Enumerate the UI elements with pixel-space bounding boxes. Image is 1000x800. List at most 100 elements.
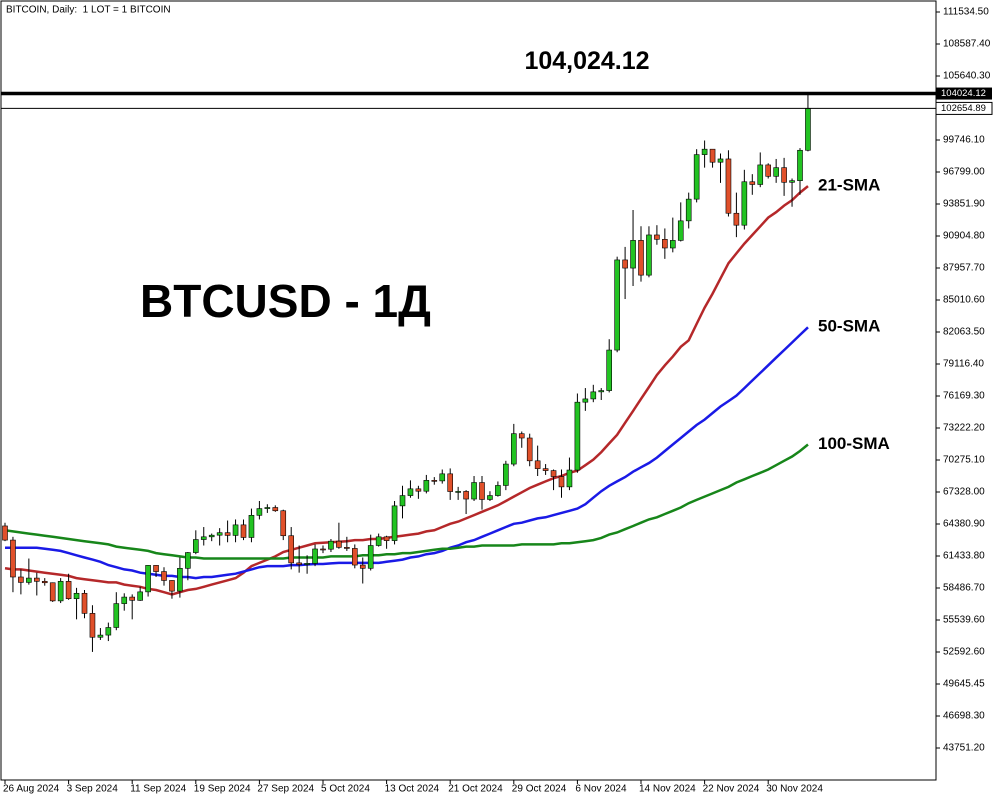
candle-body <box>733 212 740 226</box>
candle-body <box>296 562 302 565</box>
candle-body <box>797 149 803 181</box>
chart-header: BITCOIN, Daily: 1 LOT = 1 BITCOIN <box>6 5 171 16</box>
candle-body <box>367 545 374 569</box>
candle-body <box>399 495 406 507</box>
candle-body <box>121 596 128 604</box>
candle-body <box>471 482 477 500</box>
candle-body <box>622 259 628 269</box>
candle-body <box>169 580 175 592</box>
price-tag <box>936 87 992 100</box>
candle-body <box>208 534 215 538</box>
candle-body <box>33 577 40 582</box>
candle-body <box>344 547 350 549</box>
y-tick-label: 76169.30 <box>943 391 985 402</box>
sma-label: 100-SMA <box>818 434 890 453</box>
candle-body <box>685 198 692 222</box>
candle-body <box>463 491 469 500</box>
candle-body <box>113 603 120 628</box>
candle-body <box>805 108 811 151</box>
candle-body <box>773 167 779 177</box>
candle-body <box>264 507 271 509</box>
candle-body <box>510 433 517 465</box>
candle-body <box>272 507 279 512</box>
x-tick-label: 5 Oct 2024 <box>321 784 370 795</box>
candle-body <box>26 577 32 583</box>
y-tick-label: 108587.40 <box>943 39 991 50</box>
sma-label: 21-SMA <box>818 176 880 195</box>
candle-body <box>789 180 795 183</box>
candle-body <box>526 437 533 462</box>
candle-body <box>558 476 565 488</box>
candle-body <box>550 470 557 477</box>
candle-body <box>495 485 501 496</box>
candle-body <box>503 463 509 486</box>
candle-body <box>574 401 581 471</box>
y-tick-label: 93851.90 <box>943 199 985 210</box>
y-tick-label: 87957.70 <box>943 263 985 274</box>
y-tick-label: 96799.00 <box>943 167 985 178</box>
candle-body <box>145 565 151 593</box>
y-tick-label: 82063.50 <box>943 327 985 338</box>
candle-body <box>423 480 430 492</box>
candle-body <box>447 473 454 492</box>
y-tick-label: 111534.50 <box>943 7 989 18</box>
candle-body <box>534 460 541 469</box>
candle-body <box>407 488 414 496</box>
candle-body <box>137 591 143 601</box>
x-tick-label: 3 Sep 2024 <box>67 784 119 795</box>
candle-body <box>765 164 772 177</box>
x-tick-label: 26 Aug 2024 <box>3 784 60 795</box>
candle-body <box>185 552 191 569</box>
y-tick-label: 67328.00 <box>943 487 985 498</box>
candle-body <box>359 564 366 569</box>
y-tick-label: 46698.30 <box>943 711 985 722</box>
candle-body <box>304 563 310 565</box>
x-tick-label: 14 Nov 2024 <box>639 784 696 795</box>
candle-body <box>606 349 613 391</box>
candle-body <box>391 505 398 541</box>
candle-body <box>89 613 96 638</box>
y-tick-label: 55539.60 <box>943 615 985 626</box>
candle-body <box>57 581 64 602</box>
sma-line <box>4 185 809 596</box>
chart-title: BTCUSD - 1Д <box>140 275 431 327</box>
x-tick-label: 11 Sep 2024 <box>130 784 186 795</box>
candle-body <box>717 158 724 163</box>
candle-body <box>598 390 605 393</box>
candle-body <box>709 148 716 163</box>
candle-body <box>582 398 589 403</box>
x-tick-label: 21 Oct 2024 <box>448 784 503 795</box>
candle-body <box>431 480 438 482</box>
y-tick-label: 43751.20 <box>943 743 985 754</box>
plot-frame <box>0 0 937 781</box>
candle-body <box>256 508 263 516</box>
candle-body <box>280 510 287 537</box>
candle-body <box>781 167 787 183</box>
candle-body <box>248 515 255 538</box>
candle-body <box>725 158 732 214</box>
y-tick-label: 73222.20 <box>943 423 985 434</box>
candle-body <box>375 536 382 546</box>
price-tag-label: 104024.12 <box>941 88 986 99</box>
x-tick-label: 6 Nov 2024 <box>575 784 627 795</box>
price-tag-label: 102654.89 <box>941 103 986 114</box>
candle-body <box>630 240 636 269</box>
candle-body <box>161 571 167 581</box>
candle-body <box>200 536 207 540</box>
candle-body <box>487 495 493 500</box>
x-tick-label: 22 Nov 2024 <box>703 784 760 795</box>
y-tick-label: 99746.10 <box>943 135 985 146</box>
candle-body <box>654 234 660 240</box>
x-tick-label: 27 Sep 2024 <box>257 784 314 795</box>
candle-body <box>566 469 573 488</box>
candle-body <box>439 473 446 482</box>
candle-body <box>479 482 485 500</box>
x-tick-label: 13 Oct 2024 <box>385 784 440 795</box>
candle-body <box>757 164 764 185</box>
y-tick-label: 64380.90 <box>943 519 985 530</box>
sma-line <box>4 443 809 560</box>
candle-body <box>81 592 88 614</box>
candle-body <box>177 568 183 592</box>
candle-body <box>129 596 135 601</box>
candle-body <box>518 433 525 439</box>
